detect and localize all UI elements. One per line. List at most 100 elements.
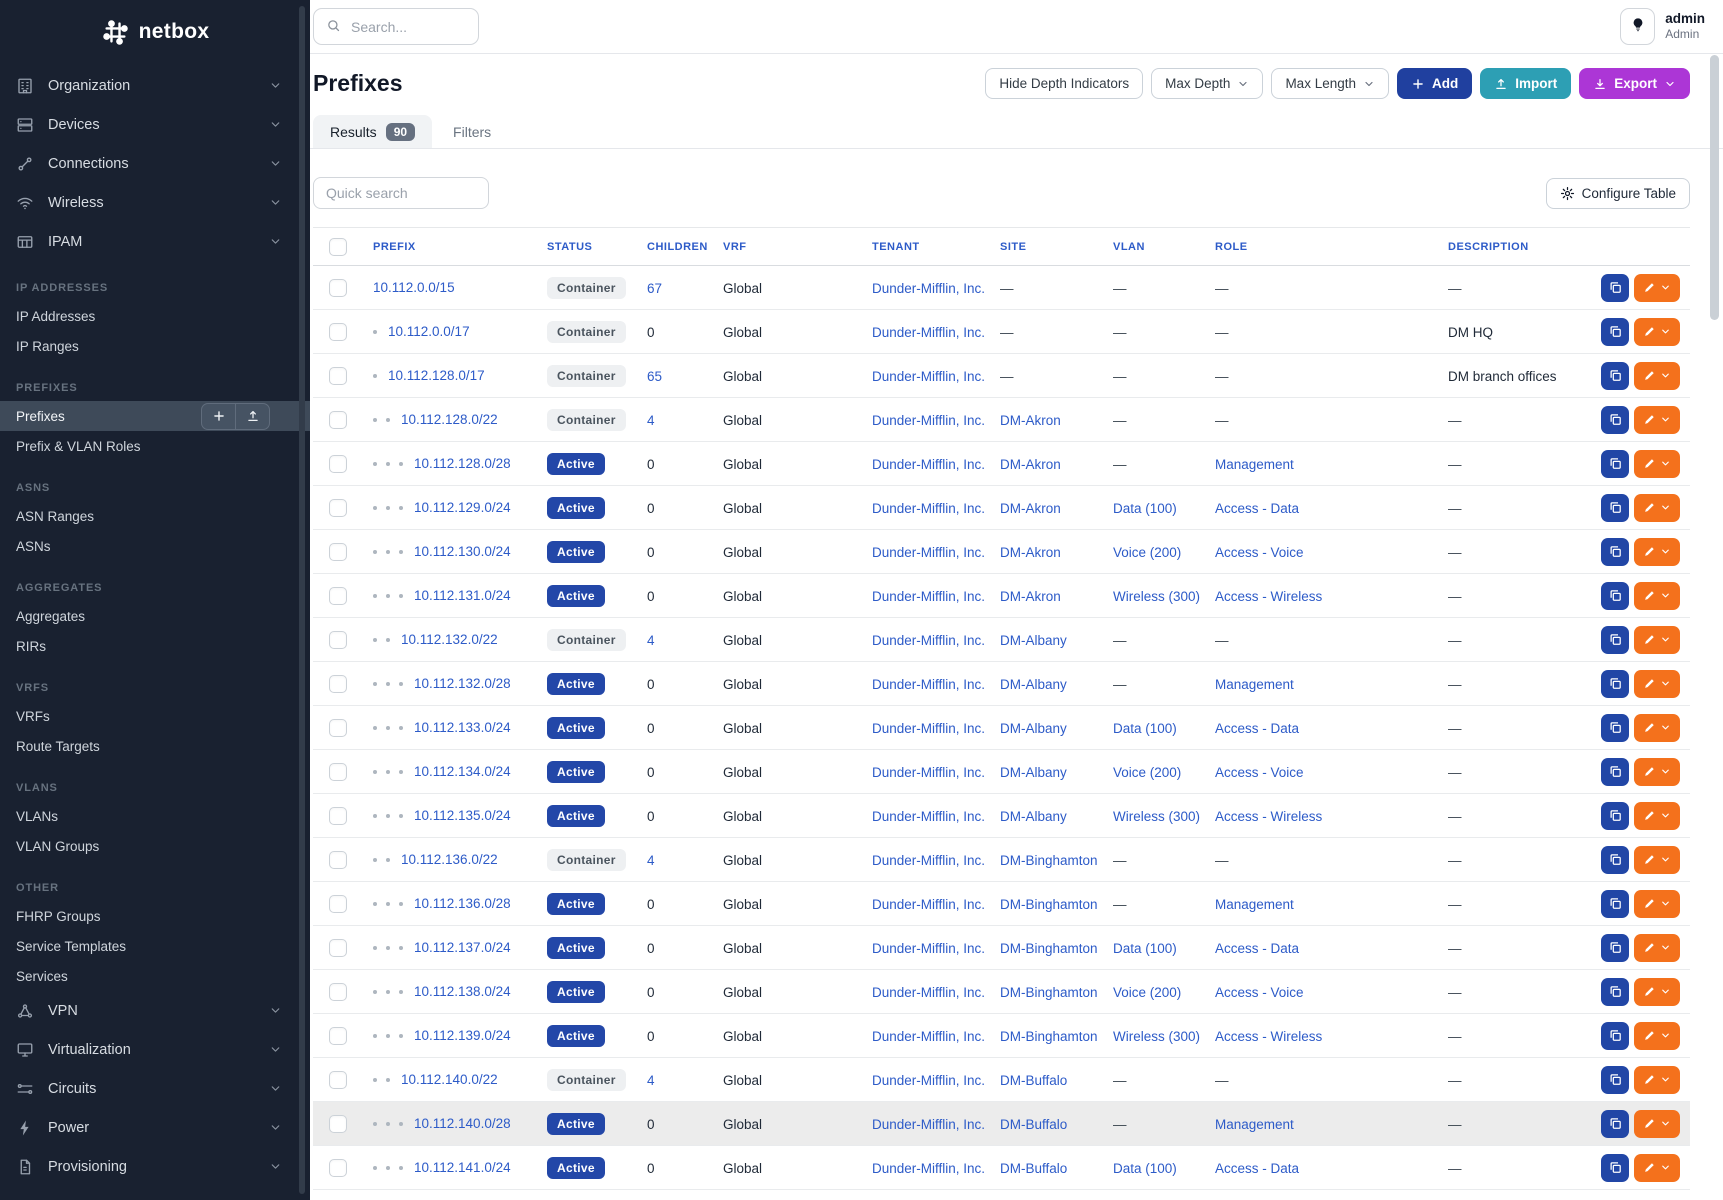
sidebar-item-route-targets[interactable]: Route Targets (0, 731, 296, 761)
copy-button[interactable] (1601, 669, 1629, 698)
row-checkbox[interactable] (329, 278, 347, 297)
row-checkbox[interactable] (329, 982, 347, 1001)
edit-button[interactable] (1634, 977, 1680, 1006)
sidebar-item-power[interactable]: Power (0, 1108, 296, 1147)
role-link[interactable]: Management (1215, 456, 1294, 472)
edit-button[interactable] (1634, 625, 1680, 654)
edit-button[interactable] (1634, 405, 1680, 434)
role-link[interactable]: Access - Data (1215, 720, 1300, 736)
edit-button[interactable] (1634, 1153, 1680, 1182)
upload-button[interactable] (235, 402, 270, 430)
role-link[interactable]: Access - Voice (1215, 764, 1304, 780)
import-button[interactable]: Import (1480, 68, 1572, 99)
sidebar-item-ip-addresses[interactable]: IP Addresses (0, 301, 296, 331)
row-checkbox[interactable] (329, 410, 347, 429)
sidebar-item-service-templates[interactable]: Service Templates (0, 931, 296, 961)
prefix-link[interactable]: 10.112.134.0/24 (414, 764, 511, 779)
site-link[interactable]: DM-Akron (1000, 588, 1061, 604)
edit-button[interactable] (1634, 317, 1680, 346)
tenant-link[interactable]: Dunder-Mifflin, Inc. (872, 896, 986, 912)
role-link[interactable]: Access - Voice (1215, 544, 1304, 560)
role-link[interactable]: Management (1215, 676, 1294, 692)
vlan-link[interactable]: Data (100) (1113, 720, 1177, 736)
copy-button[interactable] (1601, 1153, 1629, 1182)
prefix-link[interactable]: 10.112.137.0/24 (414, 940, 511, 955)
copy-button[interactable] (1601, 317, 1629, 346)
prefix-link[interactable]: 10.112.0.0/15 (373, 280, 455, 295)
prefix-link[interactable]: 10.112.140.0/28 (414, 1116, 511, 1131)
sidebar-item-vlans[interactable]: VLANs (0, 801, 296, 831)
plus-button[interactable] (201, 402, 236, 430)
sidebar-item-vpn[interactable]: VPN (0, 991, 296, 1030)
sidebar-item-vrfs[interactable]: VRFs (0, 701, 296, 731)
vlan-link[interactable]: Data (100) (1113, 500, 1177, 516)
tenant-link[interactable]: Dunder-Mifflin, Inc. (872, 280, 986, 296)
row-checkbox[interactable] (329, 806, 347, 825)
edit-button[interactable] (1634, 449, 1680, 478)
sidebar-item-rirs[interactable]: RIRs (0, 631, 296, 661)
site-link[interactable]: DM-Albany (1000, 720, 1067, 736)
row-checkbox[interactable] (329, 322, 347, 341)
max-length-dropdown[interactable]: Max Length (1271, 68, 1389, 99)
copy-button[interactable] (1601, 757, 1629, 786)
vlan-link[interactable]: Voice (200) (1113, 984, 1182, 1000)
column-header-children[interactable]: CHILDREN (647, 240, 708, 253)
vlan-link[interactable]: Voice (200) (1113, 764, 1182, 780)
edit-button[interactable] (1634, 581, 1680, 610)
prefix-link[interactable]: 10.112.135.0/24 (414, 808, 511, 823)
role-link[interactable]: Access - Wireless (1215, 588, 1323, 604)
role-link[interactable]: Access - Voice (1215, 984, 1304, 1000)
tenant-link[interactable]: Dunder-Mifflin, Inc. (872, 808, 986, 824)
tenant-link[interactable]: Dunder-Mifflin, Inc. (872, 940, 986, 956)
tenant-link[interactable]: Dunder-Mifflin, Inc. (872, 1072, 986, 1088)
row-checkbox[interactable] (329, 1026, 347, 1045)
prefix-link[interactable]: 10.112.128.0/28 (414, 456, 511, 471)
column-header-description[interactable]: DESCRIPTION (1448, 240, 1529, 253)
prefix-link[interactable]: 10.112.138.0/24 (414, 984, 511, 999)
prefix-link[interactable]: 10.112.132.0/28 (414, 676, 511, 691)
sidebar-item-fhrp-groups[interactable]: FHRP Groups (0, 901, 296, 931)
column-header-vlan[interactable]: VLAN (1113, 240, 1145, 253)
column-header-status[interactable]: STATUS (547, 240, 593, 253)
copy-button[interactable] (1601, 1065, 1629, 1094)
site-link[interactable]: DM-Binghamton (1000, 1028, 1098, 1044)
role-link[interactable]: Access - Data (1215, 500, 1300, 516)
row-checkbox[interactable] (329, 938, 347, 957)
vlan-link[interactable]: Data (100) (1113, 940, 1177, 956)
tenant-link[interactable]: Dunder-Mifflin, Inc. (872, 500, 986, 516)
copy-button[interactable] (1601, 493, 1629, 522)
tenant-link[interactable]: Dunder-Mifflin, Inc. (872, 984, 986, 1000)
tenant-link[interactable]: Dunder-Mifflin, Inc. (872, 632, 986, 648)
tenant-link[interactable]: Dunder-Mifflin, Inc. (872, 412, 986, 428)
edit-button[interactable] (1634, 1065, 1680, 1094)
sidebar-item-prefix-vlan-roles[interactable]: Prefix & VLAN Roles (0, 431, 296, 461)
copy-button[interactable] (1601, 581, 1629, 610)
tenant-link[interactable]: Dunder-Mifflin, Inc. (872, 1028, 986, 1044)
tenant-link[interactable]: Dunder-Mifflin, Inc. (872, 588, 986, 604)
copy-button[interactable] (1601, 625, 1629, 654)
row-checkbox[interactable] (329, 894, 347, 913)
role-link[interactable]: Access - Data (1215, 940, 1300, 956)
tenant-link[interactable]: Dunder-Mifflin, Inc. (872, 764, 986, 780)
children-count[interactable]: 4 (647, 412, 655, 428)
column-header-tenant[interactable]: TENANT (872, 240, 920, 253)
copy-button[interactable] (1601, 537, 1629, 566)
copy-button[interactable] (1601, 273, 1629, 302)
edit-button[interactable] (1634, 889, 1680, 918)
prefix-link[interactable]: 10.112.129.0/24 (414, 500, 511, 515)
edit-button[interactable] (1634, 1021, 1680, 1050)
row-checkbox[interactable] (329, 454, 347, 473)
theme-toggle-button[interactable] (1620, 8, 1656, 45)
prefix-link[interactable]: 10.112.132.0/22 (401, 632, 498, 647)
copy-button[interactable] (1601, 713, 1629, 742)
prefix-link[interactable]: 10.112.131.0/24 (414, 588, 511, 603)
vlan-link[interactable]: Voice (200) (1113, 544, 1182, 560)
children-count[interactable]: 65 (647, 368, 663, 384)
children-count[interactable]: 67 (647, 280, 663, 296)
site-link[interactable]: DM-Akron (1000, 544, 1061, 560)
sidebar-scrollbar[interactable] (299, 6, 305, 1194)
tenant-link[interactable]: Dunder-Mifflin, Inc. (872, 544, 986, 560)
tenant-link[interactable]: Dunder-Mifflin, Inc. (872, 852, 986, 868)
row-checkbox[interactable] (329, 674, 347, 693)
copy-button[interactable] (1601, 1021, 1629, 1050)
